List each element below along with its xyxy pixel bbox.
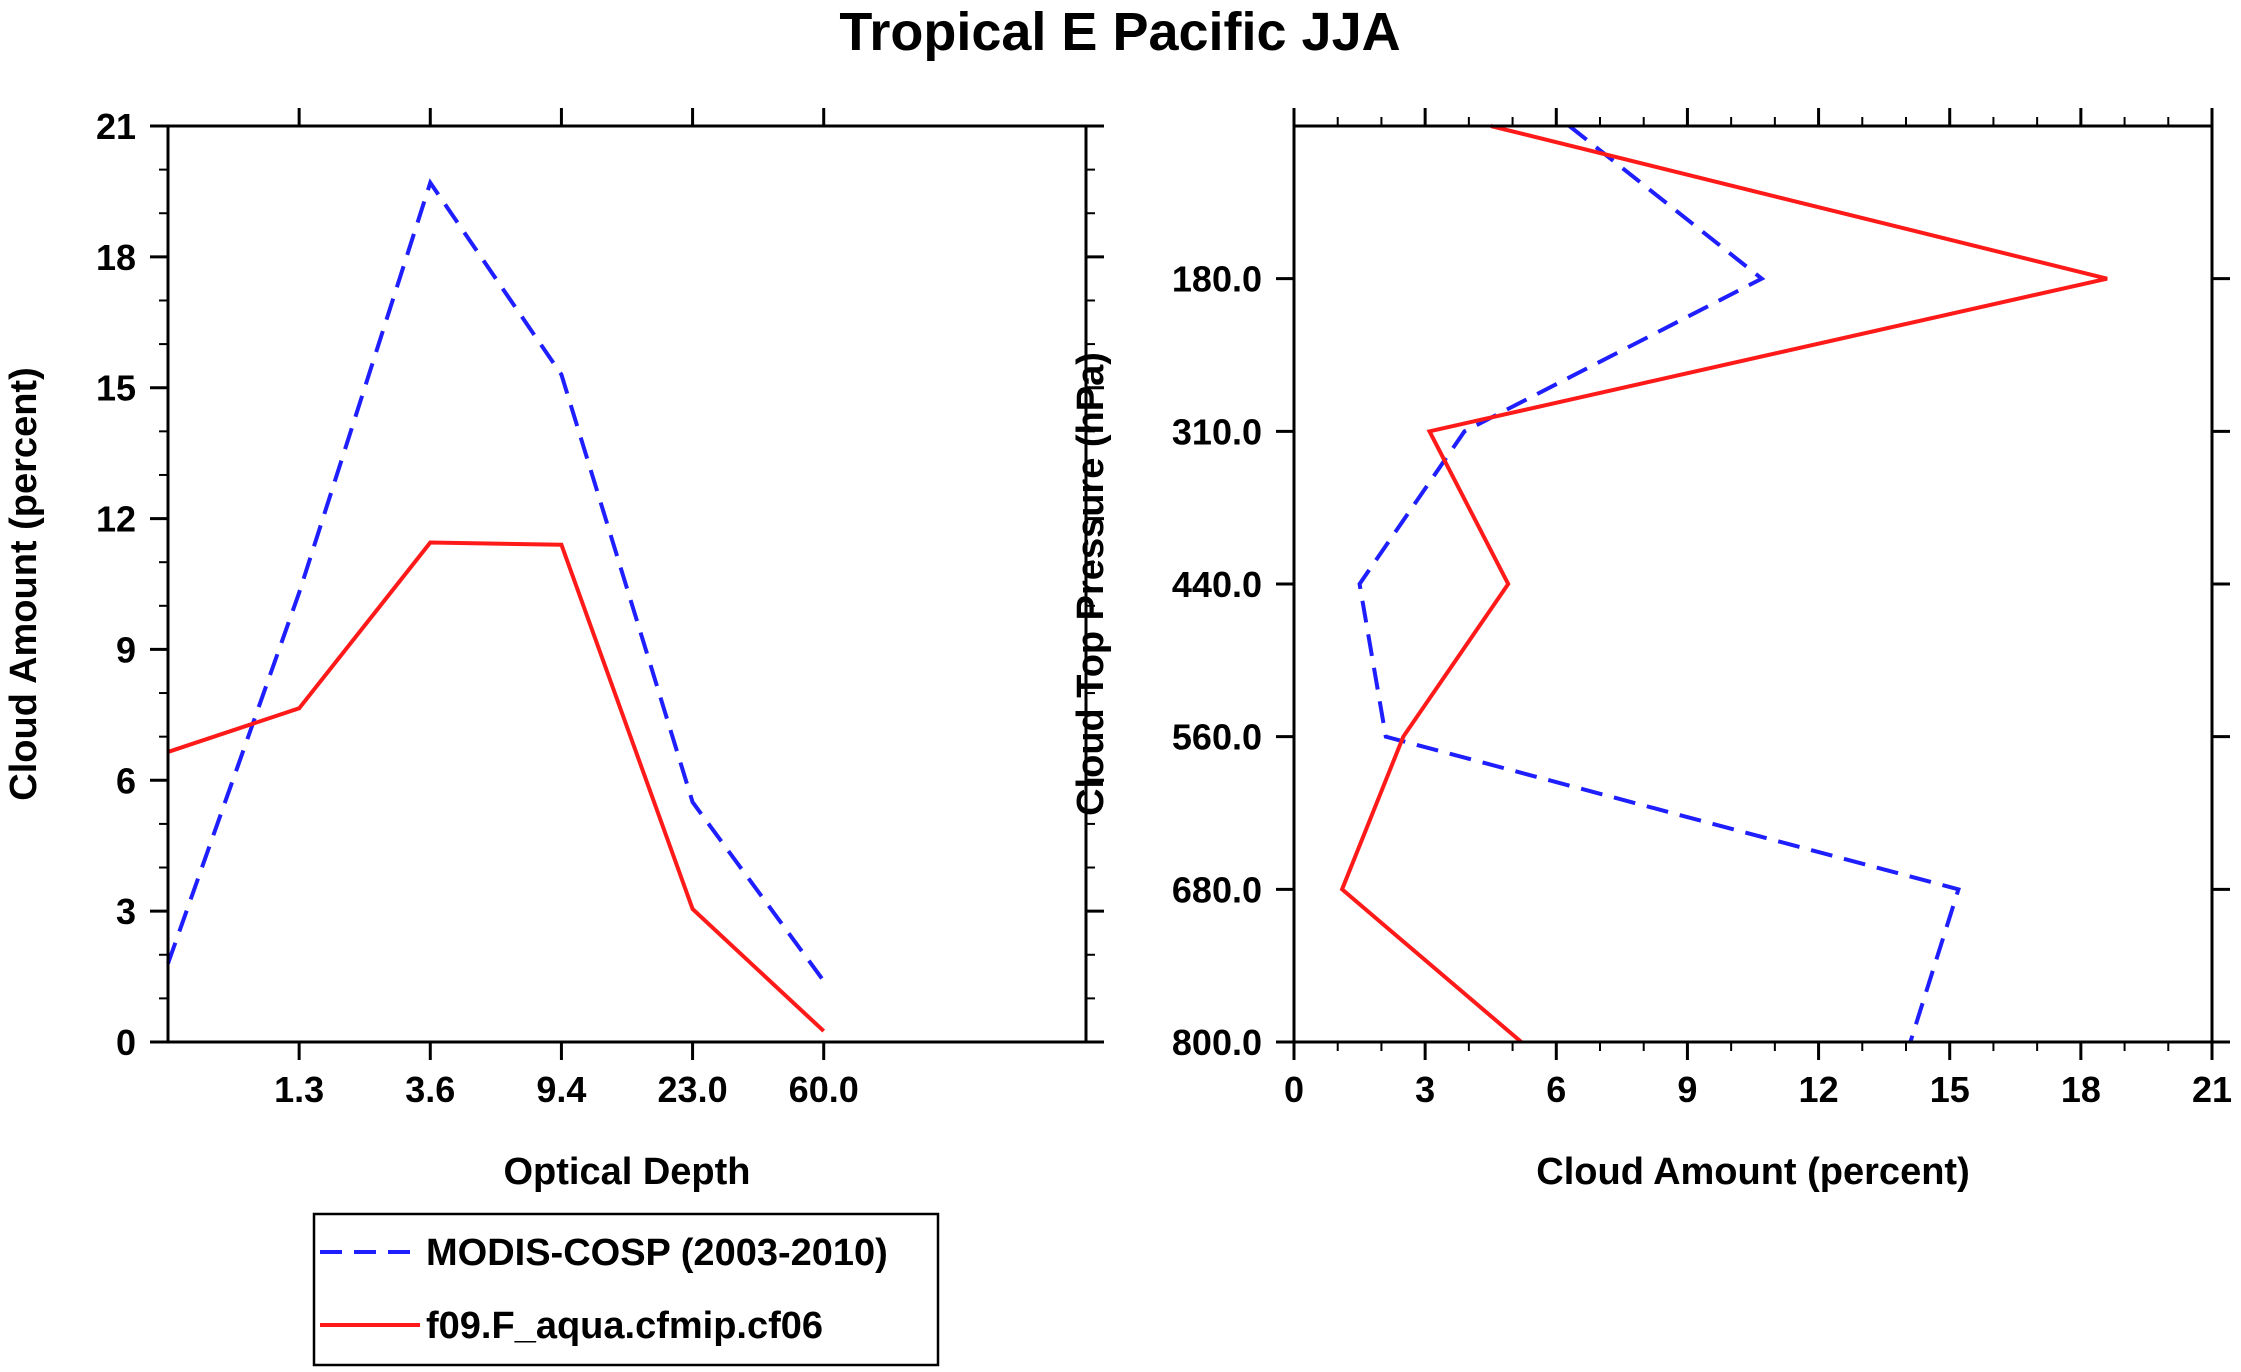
left-series-line-modis: [166, 178, 826, 983]
left-x-tick-label: 3.6: [405, 1069, 455, 1110]
left-y-tick-label: 15: [96, 368, 136, 409]
right-x-tick-label: 3: [1415, 1069, 1435, 1110]
right-y-tick-labels: 180.0 310.0 440.0 560.0 680.0 800.0: [1172, 259, 1262, 1063]
left-series-line-model: [167, 540, 826, 1033]
left-y-tick-label: 9: [116, 629, 136, 670]
right-x-tick-label: 6: [1546, 1069, 1566, 1110]
left-y-tick-label: 18: [96, 237, 136, 278]
right-y-tick-label: 310.0: [1172, 411, 1262, 452]
left-plot-frame: [166, 124, 1088, 1044]
legend-box: [312, 1212, 940, 1367]
right-y-tick-label: 560.0: [1172, 717, 1262, 758]
right-x-tick-label: 21: [2192, 1069, 2232, 1110]
right-series-line-model: [1339, 124, 2108, 1044]
left-y-tick-label: 21: [96, 106, 136, 147]
legend-label-modis: MODIS-COSP (2003-2010): [426, 1232, 888, 1274]
right-panel: 180.0 310.0 440.0 560.0 680.0 800.0 0 3 6 9 12 15 1…: [1070, 108, 2232, 1193]
right-x-tick-label: 18: [2061, 1069, 2101, 1110]
left-x-tick-labels: 1.3 3.6 9.4 23.0 60.0: [274, 1069, 859, 1110]
left-y-tick-label: 12: [96, 499, 136, 540]
right-y-tick-label: 800.0: [1172, 1022, 1262, 1063]
right-x-tick-label: 12: [1799, 1069, 1839, 1110]
left-series-lines: [166, 178, 826, 1033]
right-series-lines: [1339, 124, 2108, 1044]
legend: MODIS-COSP (2003-2010) f09.F_aqua.cfmip.…: [312, 1212, 940, 1367]
right-ticks: [1276, 108, 2230, 1060]
right-x-tick-labels: 0 3 6 9 12 15 18 21: [1284, 1069, 2232, 1110]
right-x-tick-label: 15: [1930, 1069, 1970, 1110]
right-series-line-modis: [1357, 124, 1961, 1043]
right-y-tick-label: 440.0: [1172, 564, 1262, 605]
right-x-tick-label: 0: [1284, 1069, 1304, 1110]
right-x-tick-label: 9: [1677, 1069, 1697, 1110]
left-ticks: [150, 108, 1104, 1060]
left-x-tick-label: 9.4: [536, 1069, 586, 1110]
right-x-axis-label: Cloud Amount (percent): [1536, 1151, 1969, 1193]
figure-title: Tropical E Pacific JJA: [839, 2, 1400, 62]
left-panel: 0 3 6 9 12 15 18 21 1.3 3.6 9.4 23.0 60.0 Optical D…: [3, 106, 1104, 1193]
left-x-tick-label: 1.3: [274, 1069, 324, 1110]
legend-label-model: f09.F_aqua.cfmip.cf06: [426, 1305, 823, 1347]
left-y-axis-label: Cloud Amount (percent): [3, 367, 45, 800]
left-x-axis-label: Optical Depth: [503, 1151, 750, 1193]
left-x-tick-label: 23.0: [658, 1069, 728, 1110]
right-plot-frame: [1292, 124, 2214, 1044]
left-x-tick-label: 60.0: [789, 1069, 859, 1110]
left-y-tick-label: 0: [116, 1022, 136, 1063]
left-y-tick-label: 3: [116, 891, 136, 932]
right-y-tick-label: 180.0: [1172, 259, 1262, 300]
left-y-tick-label: 6: [116, 760, 136, 801]
right-y-tick-label: 680.0: [1172, 869, 1262, 910]
right-y-axis-label: Cloud Top Pressure (hPa): [1070, 352, 1112, 816]
left-y-tick-labels: 0 3 6 9 12 15 18 21: [96, 106, 136, 1063]
